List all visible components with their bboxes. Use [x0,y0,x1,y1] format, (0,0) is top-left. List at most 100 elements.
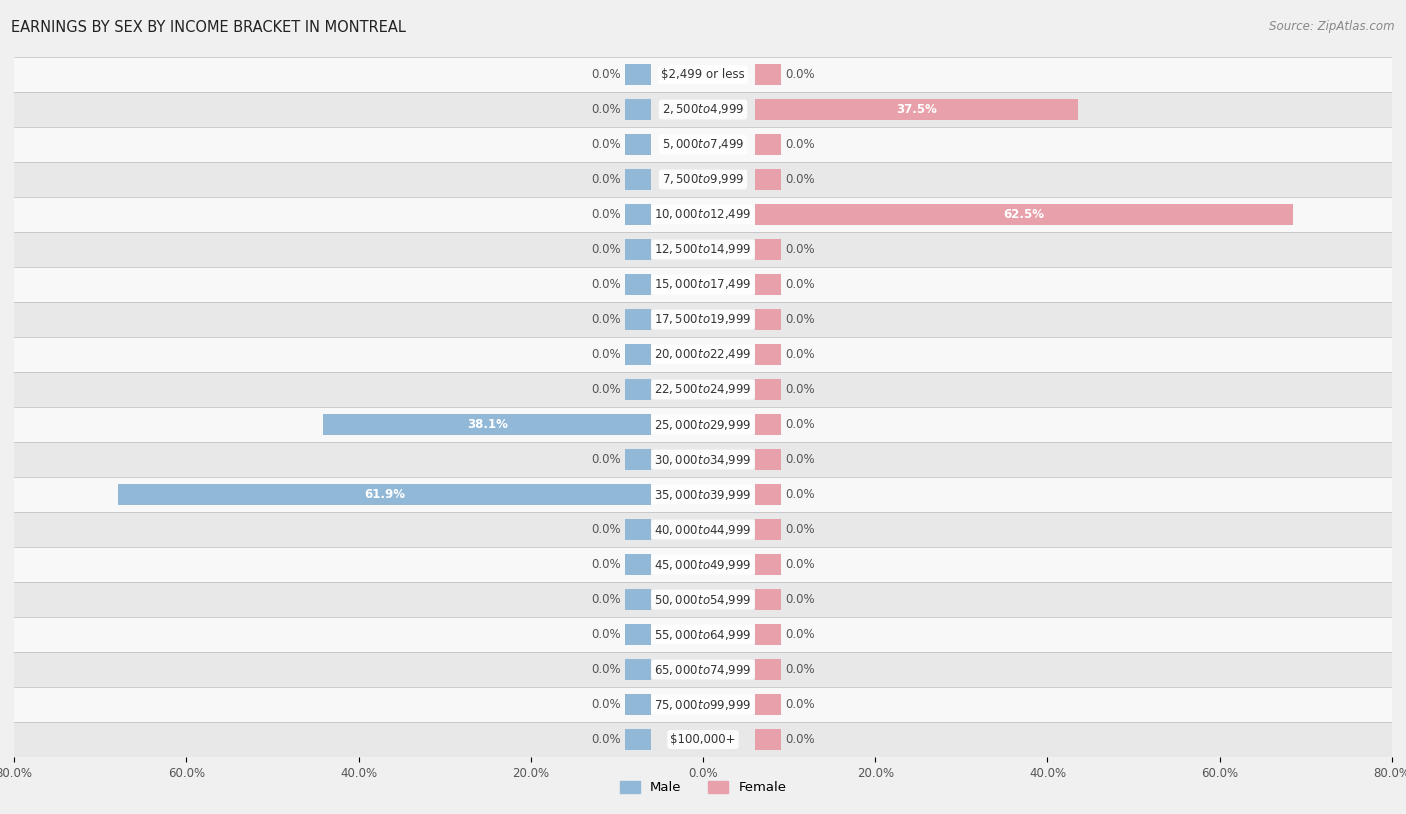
Text: $30,000 to $34,999: $30,000 to $34,999 [654,453,752,466]
Text: EARNINGS BY SEX BY INCOME BRACKET IN MONTREAL: EARNINGS BY SEX BY INCOME BRACKET IN MON… [11,20,406,35]
Bar [755,204,1294,225]
Text: 0.0%: 0.0% [785,733,814,746]
Bar [626,449,651,470]
Bar [14,232,1392,267]
Text: 0.0%: 0.0% [592,243,621,256]
Text: 0.0%: 0.0% [592,173,621,186]
Text: $45,000 to $49,999: $45,000 to $49,999 [654,558,752,571]
Text: 0.0%: 0.0% [785,383,814,396]
Bar [14,92,1392,127]
Text: 0.0%: 0.0% [592,383,621,396]
Bar [14,442,1392,477]
Text: $7,500 to $9,999: $7,500 to $9,999 [662,173,744,186]
Bar [626,239,651,260]
Text: 0.0%: 0.0% [592,698,621,711]
Text: 0.0%: 0.0% [592,278,621,291]
Bar [14,512,1392,547]
Bar [118,484,651,505]
Text: $40,000 to $44,999: $40,000 to $44,999 [654,523,752,536]
Text: 0.0%: 0.0% [785,663,814,676]
Text: $55,000 to $64,999: $55,000 to $64,999 [654,628,752,641]
Text: $50,000 to $54,999: $50,000 to $54,999 [654,593,752,606]
Bar [755,169,780,190]
Text: $35,000 to $39,999: $35,000 to $39,999 [654,488,752,501]
Text: 0.0%: 0.0% [592,628,621,641]
Text: 0.0%: 0.0% [785,488,814,501]
Bar [755,449,780,470]
Bar [755,64,780,85]
Bar [755,134,780,155]
Bar [626,134,651,155]
Bar [14,652,1392,687]
Bar [14,127,1392,162]
Text: 0.0%: 0.0% [592,138,621,151]
Text: $5,000 to $7,499: $5,000 to $7,499 [662,138,744,151]
Bar [755,379,780,400]
Bar [14,372,1392,407]
Text: 62.5%: 62.5% [1004,208,1045,221]
Bar [323,414,651,435]
Text: 0.0%: 0.0% [785,698,814,711]
Bar [626,204,651,225]
Bar [626,274,651,295]
Text: $100,000+: $100,000+ [671,733,735,746]
Text: $22,500 to $24,999: $22,500 to $24,999 [654,383,752,396]
Text: $20,000 to $22,499: $20,000 to $22,499 [654,348,752,361]
Text: $15,000 to $17,499: $15,000 to $17,499 [654,278,752,291]
Bar [755,414,780,435]
Bar [755,99,1077,120]
Bar [755,624,780,645]
Bar [755,589,780,610]
Text: 0.0%: 0.0% [592,68,621,81]
Bar [626,589,651,610]
Text: $25,000 to $29,999: $25,000 to $29,999 [654,418,752,431]
Text: 38.1%: 38.1% [467,418,508,431]
Bar [14,722,1392,757]
Text: $65,000 to $74,999: $65,000 to $74,999 [654,663,752,676]
Text: 0.0%: 0.0% [785,593,814,606]
Text: 0.0%: 0.0% [785,68,814,81]
Text: 37.5%: 37.5% [896,103,936,116]
Bar [14,337,1392,372]
Bar [755,484,780,505]
Bar [626,694,651,715]
Bar [755,239,780,260]
Text: 0.0%: 0.0% [592,313,621,326]
Text: 0.0%: 0.0% [785,243,814,256]
Bar [14,687,1392,722]
Text: 0.0%: 0.0% [785,523,814,536]
Text: 61.9%: 61.9% [364,488,405,501]
Bar [755,659,780,680]
Bar [626,344,651,365]
Text: 0.0%: 0.0% [592,208,621,221]
Text: 0.0%: 0.0% [785,313,814,326]
Text: 0.0%: 0.0% [592,733,621,746]
Bar [755,729,780,750]
Bar [626,624,651,645]
Text: $12,500 to $14,999: $12,500 to $14,999 [654,243,752,256]
Text: 0.0%: 0.0% [785,453,814,466]
Bar [14,57,1392,92]
Bar [14,617,1392,652]
Bar [14,197,1392,232]
Bar [14,302,1392,337]
Text: $2,499 or less: $2,499 or less [661,68,745,81]
Text: 0.0%: 0.0% [785,348,814,361]
Bar [626,99,651,120]
Text: 0.0%: 0.0% [592,348,621,361]
Text: 0.0%: 0.0% [592,523,621,536]
Text: 0.0%: 0.0% [785,628,814,641]
Text: 0.0%: 0.0% [785,138,814,151]
Legend: Male, Female: Male, Female [614,776,792,799]
Bar [626,379,651,400]
Bar [755,344,780,365]
Text: 0.0%: 0.0% [592,453,621,466]
Bar [626,554,651,575]
Text: 0.0%: 0.0% [592,663,621,676]
Bar [755,554,780,575]
Bar [755,274,780,295]
Bar [755,309,780,330]
Bar [626,519,651,540]
Text: $75,000 to $99,999: $75,000 to $99,999 [654,698,752,711]
Bar [14,582,1392,617]
